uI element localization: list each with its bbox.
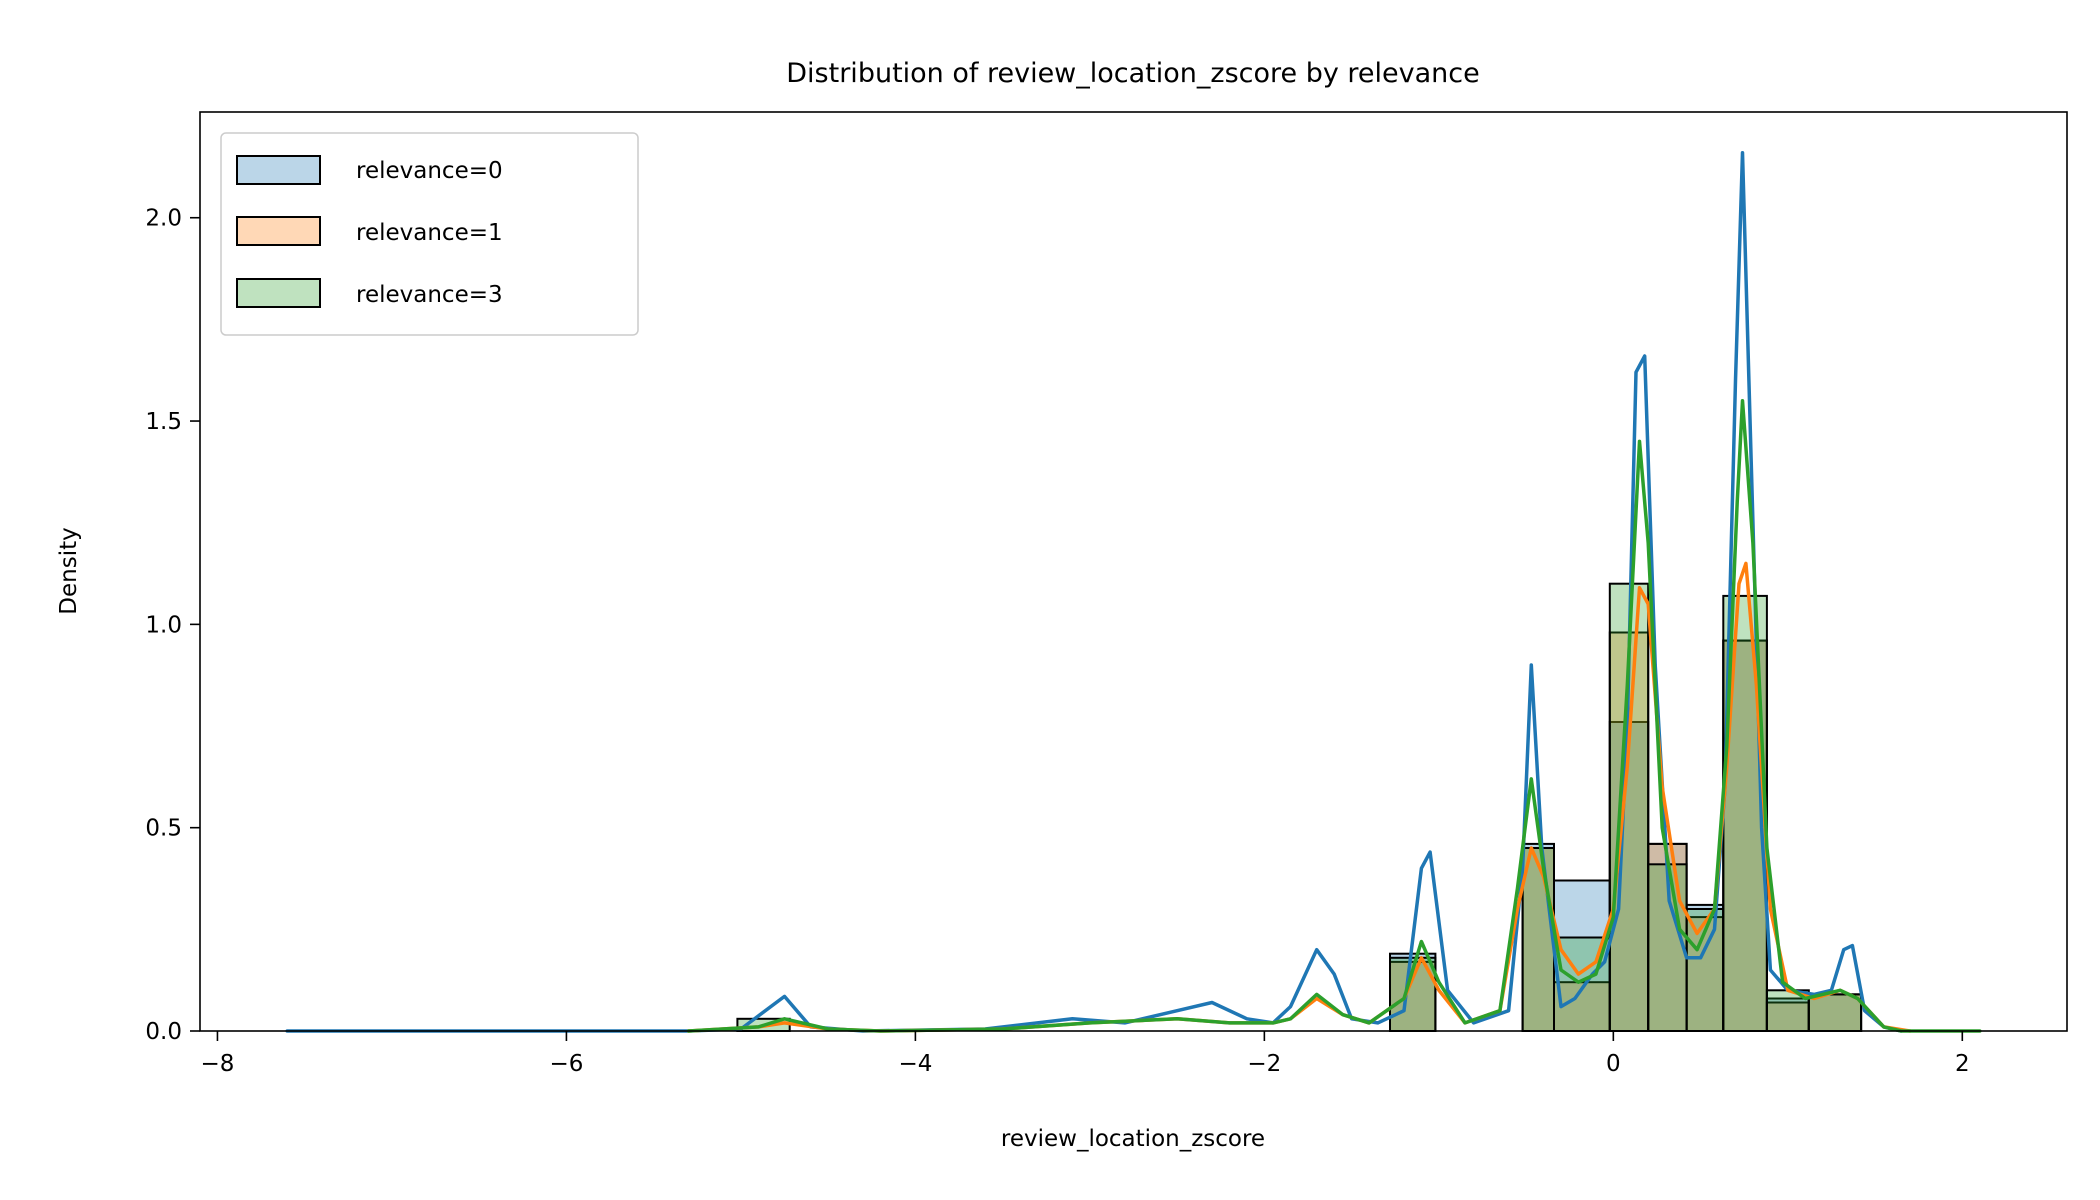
x-tick-label: −8 (200, 1051, 234, 1077)
kde-line-series-2 (686, 398, 1982, 1033)
x-tick-label: −2 (1247, 1051, 1281, 1077)
x-axis-ticks: −8 −6 −4 −2 0 2 (200, 1031, 1970, 1077)
histogram-bar-series-1-5 (1685, 916, 1725, 1032)
y-tick-label: 1.0 (145, 612, 182, 638)
y-axis-ticks: 0.0 0.5 1.0 1.5 2.0 (145, 206, 200, 1045)
legend-label-relevance-3: relevance=3 (356, 282, 503, 308)
plot-frame (199, 111, 2068, 1032)
y-axis-label: Density (56, 527, 82, 614)
histogram-bar-series-0-1 (1521, 842, 1555, 1033)
legend-swatch-relevance-1 (236, 216, 321, 246)
y-tick-label: 2.0 (145, 206, 182, 232)
x-tick-label: −4 (898, 1051, 932, 1077)
histogram-bar-series-1-8 (1807, 993, 1863, 1033)
y-tick-label: 0.5 (145, 816, 182, 842)
x-tick-label: 2 (1955, 1051, 1970, 1077)
y-tick-label: 1.5 (145, 409, 182, 435)
x-axis-label: review_location_zscore (1001, 1126, 1265, 1152)
legend-swatch-relevance-0 (236, 155, 321, 185)
y-tick-label: 0.0 (145, 1019, 182, 1045)
legend-box (220, 132, 639, 336)
x-tick-label: 0 (1606, 1051, 1621, 1077)
legend-label-relevance-1: relevance=1 (356, 220, 503, 246)
histogram-bar-series-2-2 (1521, 847, 1555, 1032)
chart-title: Distribution of review_location_zscore b… (786, 58, 1479, 89)
histogram-bar-series-2-9 (1807, 993, 1863, 1033)
legend: relevance=0 relevance=1 relevance=3 (220, 132, 639, 336)
legend-label-relevance-0: relevance=0 (356, 158, 503, 184)
histogram-bar-series-1-7 (1765, 1001, 1810, 1032)
legend-swatch-relevance-3 (236, 278, 321, 308)
kde-lines (285, 150, 1982, 1033)
x-tick-label: −6 (549, 1051, 583, 1077)
